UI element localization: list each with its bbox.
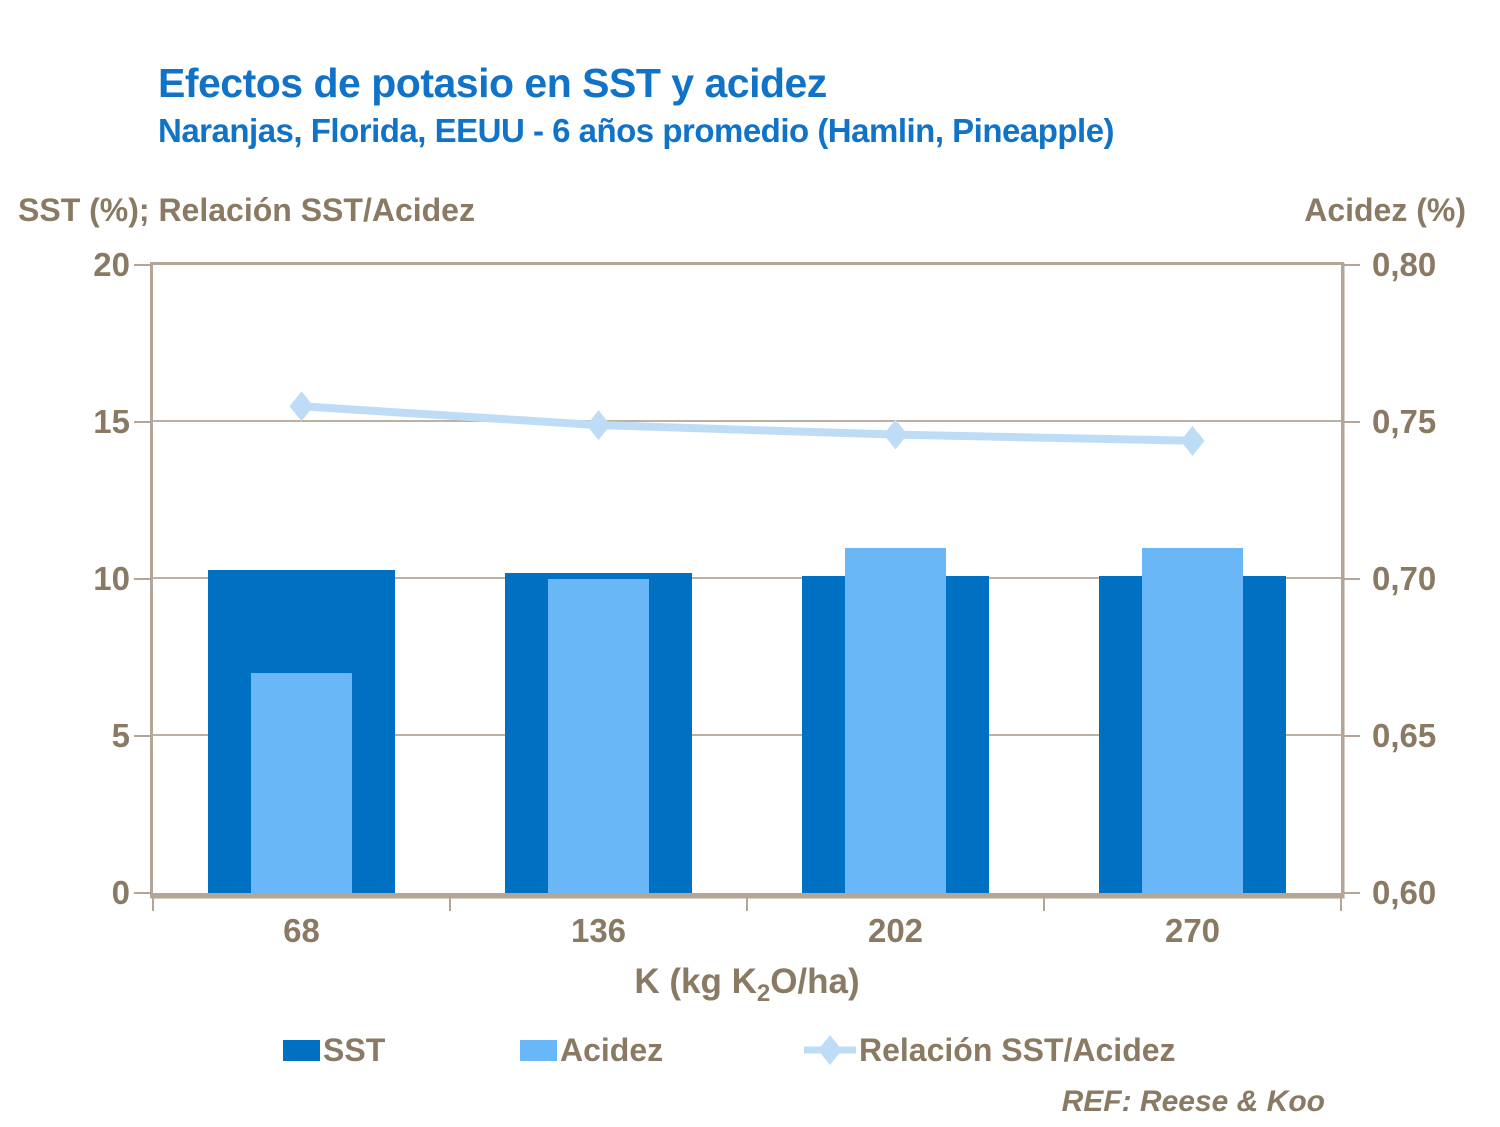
- legend-line-diamond-icon: [804, 1035, 856, 1065]
- legend-item-relaci-n-sst-acidez: Relación SST/Acidez: [804, 1028, 1176, 1072]
- acidez-bar-136: [548, 579, 649, 893]
- chart-subtitle: Naranjas, Florida, EEUU - 6 años promedi…: [158, 112, 1115, 149]
- right-axis-tick-0.65: [1344, 735, 1360, 737]
- right-axis-tick-0.7: [1344, 578, 1360, 580]
- left-axis-tick-label-20: 20: [93, 246, 130, 283]
- x-axis-title: K (kg K2O/ha): [447, 962, 1047, 1008]
- left-axis-tick-label-0: 0: [111, 874, 130, 911]
- left-axis-tick-label-10: 10: [93, 560, 130, 597]
- ratio-line: [301, 402, 1193, 445]
- left-axis-tick-10: [134, 578, 150, 580]
- ratio-line-marker-270: [1180, 425, 1205, 456]
- acidez-bar-68: [251, 673, 352, 893]
- left-axis-tick-0: [134, 892, 150, 894]
- x-category-label-68: 68: [283, 912, 320, 949]
- reference-note: REF: Reese & Koo: [1061, 1085, 1325, 1118]
- gridline-10: [153, 577, 1341, 579]
- left-axis-tick-5: [134, 735, 150, 737]
- x-axis-tick-2: [746, 898, 748, 911]
- right-axis-tick-0.75: [1344, 421, 1360, 423]
- right-axis-tick-label-0.65: 0,65: [1372, 717, 1437, 754]
- x-axis-title-suffix: O/ha): [770, 962, 860, 1001]
- legend-swatch-2: [520, 1039, 557, 1061]
- ratio-line-marker-202: [883, 419, 908, 450]
- legend-item-acidez: Acidez: [520, 1028, 663, 1072]
- x-axis-title-prefix: K (kg K: [634, 962, 757, 1001]
- x-axis-tick-3: [1043, 898, 1045, 911]
- legend-label: Acidez: [560, 1031, 664, 1068]
- right-axis-tick-0.8: [1344, 264, 1360, 266]
- legend-label: Relación SST/Acidez: [859, 1031, 1176, 1068]
- right-axis-title: Acidez (%): [1304, 192, 1466, 228]
- right-axis-tick-label-0.7: 0,70: [1372, 560, 1437, 597]
- legend-swatch-1: [283, 1039, 320, 1061]
- x-category-label-202: 202: [867, 912, 924, 949]
- legend-item-sst: SST: [283, 1028, 385, 1072]
- x-category-label-136: 136: [570, 912, 627, 949]
- acidez-bar-270: [1142, 547, 1243, 893]
- left-axis-tick-20: [134, 264, 150, 266]
- right-axis-tick-label-0.6: 0,60: [1372, 874, 1437, 911]
- x-axis-tick-4: [1340, 898, 1342, 911]
- x-axis-tick-1: [449, 898, 451, 911]
- ratio-line-marker-136: [586, 410, 611, 441]
- plot-area: [150, 262, 1344, 898]
- left-axis-tick-label-5: 5: [111, 717, 130, 754]
- right-axis-tick-label-0.8: 0,80: [1372, 246, 1437, 283]
- left-axis-tick-label-15: 15: [93, 403, 130, 440]
- right-axis-tick-0.6: [1344, 892, 1360, 894]
- gridline-15: [153, 420, 1341, 422]
- chart-title: Efectos de potasio en SST y acidez: [158, 60, 827, 106]
- left-axis-tick-15: [134, 421, 150, 423]
- gridline-5: [153, 734, 1341, 736]
- x-axis-tick-0: [152, 898, 154, 911]
- left-axis-title: SST (%); Relación SST/Acidez: [18, 192, 475, 228]
- legend-label: SST: [323, 1031, 386, 1068]
- right-axis-tick-label-0.75: 0,75: [1372, 403, 1437, 440]
- x-axis-title-subscript: 2: [756, 980, 771, 1007]
- ratio-line-series: [289, 391, 1205, 456]
- x-category-label-270: 270: [1164, 912, 1221, 949]
- acidez-bar-202: [845, 547, 946, 893]
- ratio-line-marker-68: [289, 391, 314, 422]
